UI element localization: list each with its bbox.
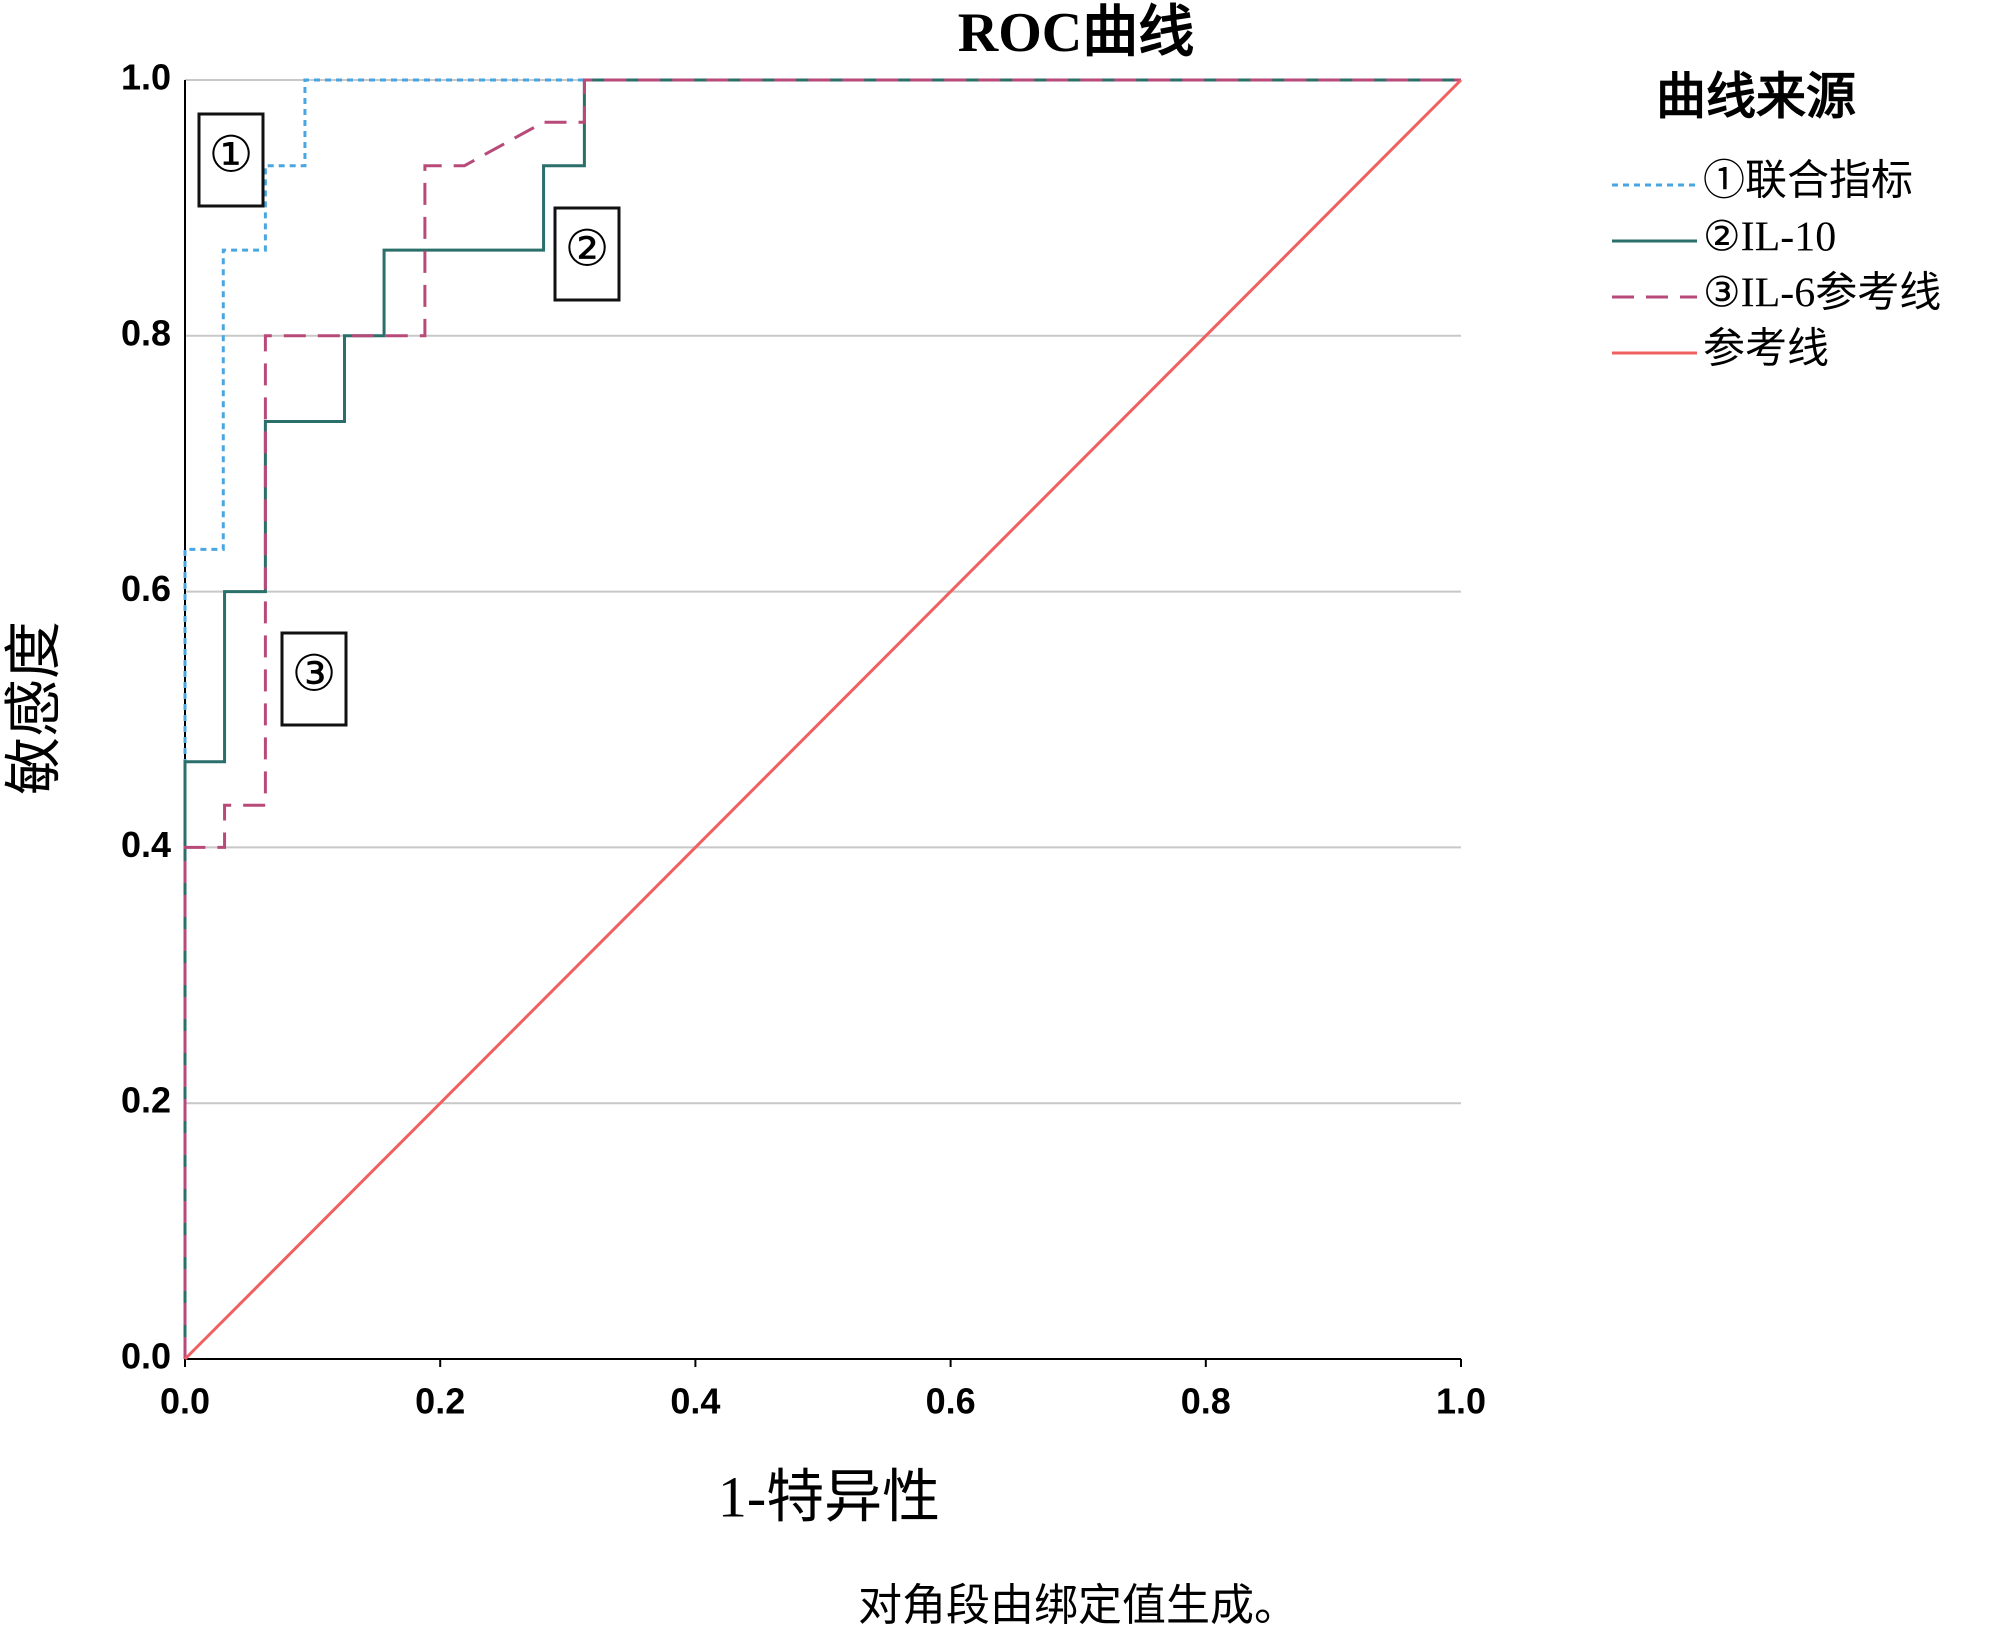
x-tick-label: 0.2 (415, 1381, 465, 1422)
roc-line (183, 78, 1463, 1361)
x-tick-label: 0.4 (670, 1381, 720, 1422)
x-tick-label: 0.0 (160, 1381, 210, 1422)
y-tick-label: 0.8 (121, 312, 171, 353)
y-tick-label: 0.2 (121, 1080, 171, 1121)
x-axis-label: 1-特异性 (718, 1464, 940, 1529)
y-tick-label: 0.6 (121, 568, 171, 609)
legend-label: 参考线 (1703, 326, 1829, 373)
annotation: ② (565, 220, 610, 276)
annotation-box (197, 112, 265, 208)
roc-line (183, 78, 1461, 1359)
roc-line (183, 78, 1461, 1359)
annotation-box (553, 206, 621, 302)
footnote: 对角段由绑定值生成。 (858, 1581, 1298, 1630)
legend-title: 曲线来源 (1656, 68, 1856, 124)
chart-title: ROC曲线 (958, 2, 1194, 64)
annotation: ① (209, 126, 254, 182)
legend-label: ③IL-6参考线 (1703, 270, 1941, 317)
y-axis-label: 敏感度 (1, 621, 66, 795)
legend-label: ②IL-10 (1703, 215, 1836, 261)
x-tick-label: 0.6 (926, 1381, 976, 1422)
annotation-box (280, 631, 348, 727)
legend-label: ①联合指标 (1703, 159, 1913, 205)
y-tick-label: 0.0 (121, 1336, 171, 1377)
x-tick-label: 1.0 (1436, 1381, 1486, 1422)
y-tick-label: 0.4 (121, 824, 171, 865)
x-tick-label: 0.8 (1181, 1381, 1231, 1422)
annotation: ③ (292, 645, 337, 701)
y-tick-label: 1.0 (121, 57, 171, 98)
roc-line (183, 78, 1461, 1359)
